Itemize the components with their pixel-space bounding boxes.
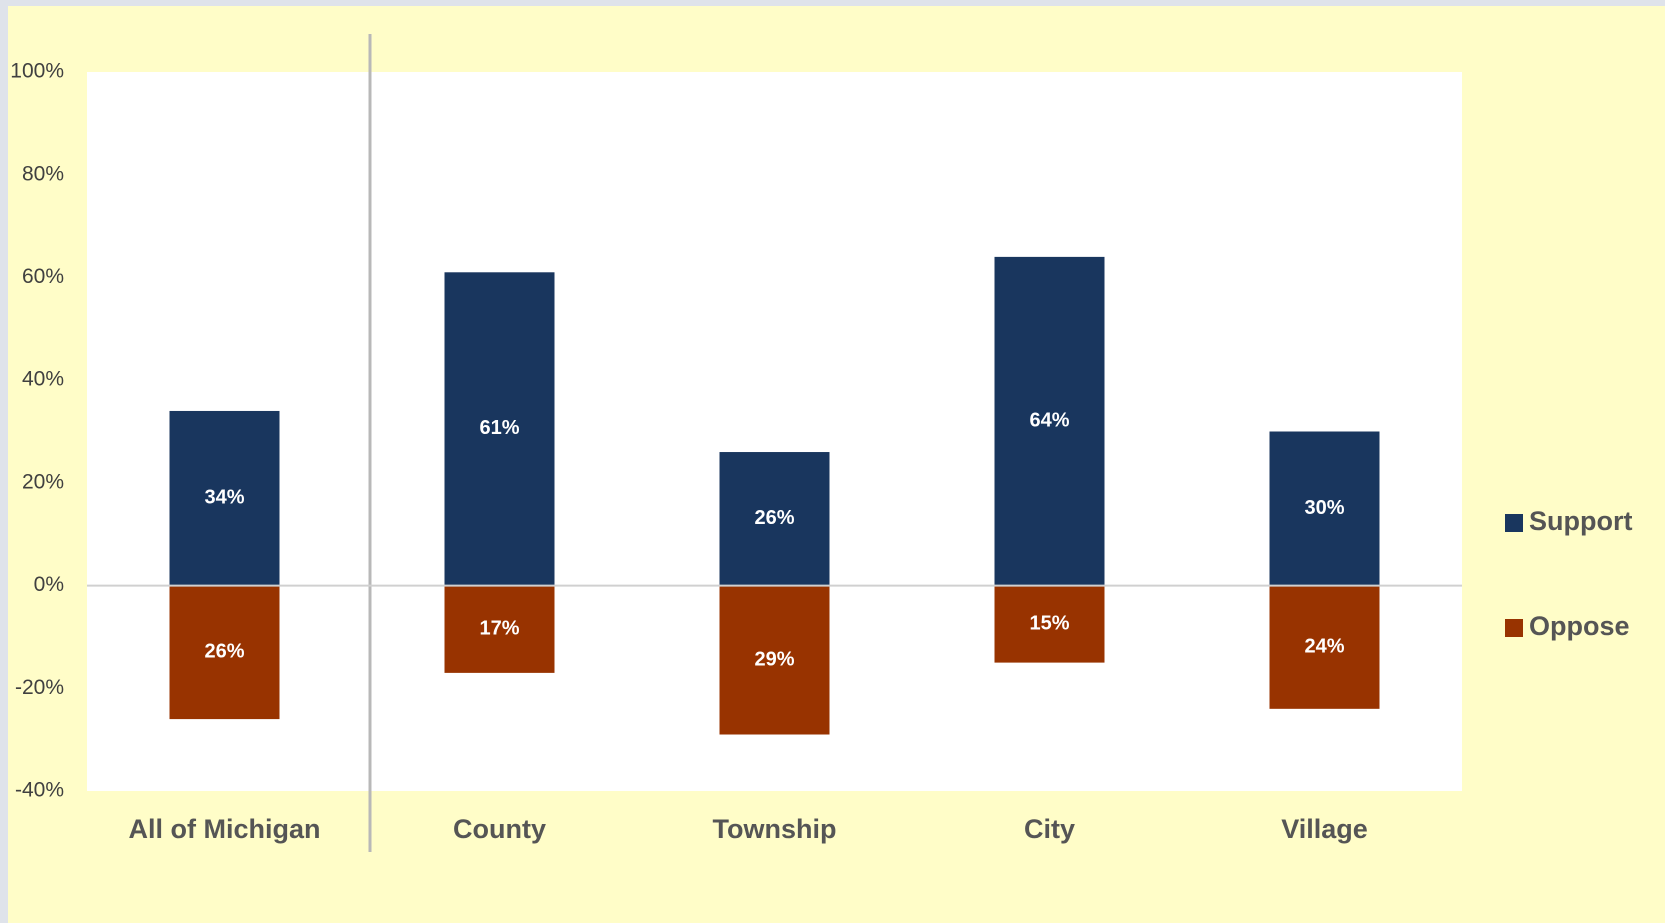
bar xyxy=(719,585,830,735)
y-tick-label: 80% xyxy=(22,162,64,185)
data-label: 15% xyxy=(1029,612,1069,634)
data-label: 26% xyxy=(754,507,794,529)
bar xyxy=(719,452,830,586)
data-label: 64% xyxy=(1029,410,1069,432)
bar xyxy=(444,272,555,586)
bar xyxy=(444,585,555,673)
bar xyxy=(1269,431,1380,586)
x-tick-label: County xyxy=(453,814,546,844)
data-label: 61% xyxy=(479,417,519,439)
x-tick-label: Township xyxy=(713,814,837,844)
y-tick-label: -40% xyxy=(15,779,64,802)
bar xyxy=(169,410,280,586)
legend-label: Support xyxy=(1529,506,1632,536)
y-tick-label: 100% xyxy=(10,60,64,83)
legend-swatch xyxy=(1505,514,1523,532)
bar xyxy=(169,585,280,720)
data-label: 29% xyxy=(754,648,794,670)
bar xyxy=(1269,585,1380,709)
data-label: 17% xyxy=(479,618,519,640)
y-tick-label: -20% xyxy=(15,676,64,699)
left-border xyxy=(0,0,8,923)
bar xyxy=(994,585,1105,663)
data-label: 24% xyxy=(1304,635,1344,657)
legend-label: Oppose xyxy=(1529,611,1630,641)
data-label: 30% xyxy=(1304,497,1344,519)
legend-swatch xyxy=(1505,619,1523,637)
data-label: 26% xyxy=(204,641,244,663)
y-tick-label: 20% xyxy=(22,470,64,493)
data-label: 34% xyxy=(204,487,244,509)
y-tick-label: 0% xyxy=(34,573,64,596)
bar xyxy=(994,256,1105,586)
y-tick-label: 40% xyxy=(22,368,64,391)
top-border xyxy=(0,0,1665,6)
x-tick-label: Village xyxy=(1281,814,1368,844)
x-tick-label: All of Michigan xyxy=(129,814,321,844)
y-tick-label: 60% xyxy=(22,265,64,288)
x-tick-label: City xyxy=(1024,814,1075,844)
